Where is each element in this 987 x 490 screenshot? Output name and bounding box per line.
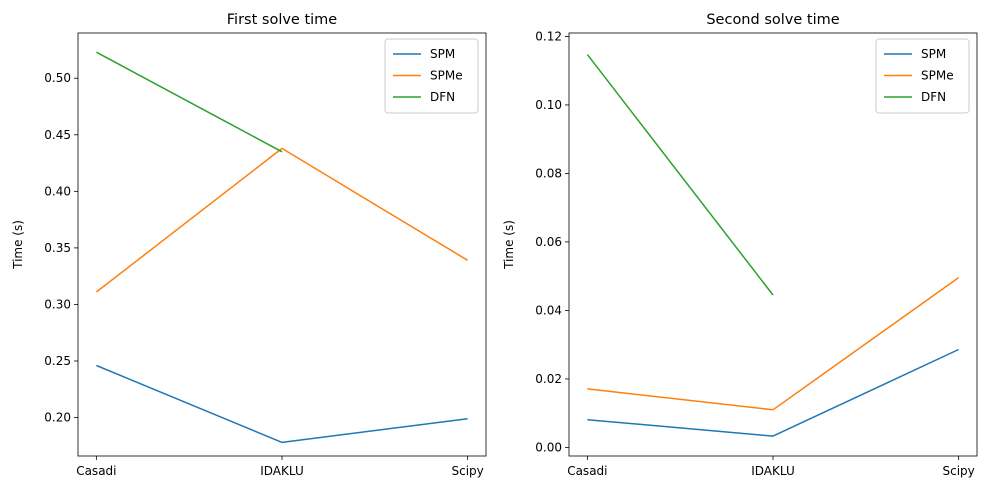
y-tick-label: 0.08 (535, 166, 562, 180)
chart-title: Second solve time (706, 12, 839, 28)
y-tick-label: 0.02 (535, 372, 562, 386)
y-tick-label: 0.35 (44, 241, 71, 255)
y-tick-label: 0.50 (44, 71, 71, 85)
chart-title: First solve time (227, 12, 338, 28)
y-tick-label: 0.30 (44, 297, 71, 311)
series-line-spm (587, 348, 959, 437)
chart-panel-2: Second solve time Time (s) 0.00 0.02 0.04 0.0… (502, 12, 978, 478)
y-tick-label: 0.10 (535, 98, 562, 112)
series-line-dfn (96, 51, 283, 153)
chart-panel-1: First solve time Time (s) 0.20 0.25 0.30 0.35… (11, 12, 487, 478)
y-tick-label: 0.40 (44, 184, 71, 198)
x-tick-label: Casadi (567, 464, 607, 478)
y-tick-label: 0.06 (535, 235, 562, 249)
y-tick-label: 0.12 (535, 29, 562, 43)
y-tick-label: 0.04 (535, 303, 562, 317)
legend: SPM SPMe DFN (875, 38, 970, 114)
legend-label-dfn: DFN (921, 90, 946, 104)
y-axis-label: Time (s) (502, 220, 516, 270)
legend-label-spme: SPMe (430, 69, 463, 83)
plot-frame (77, 32, 487, 457)
x-tick-label: Scipy (942, 464, 974, 478)
y-tick-label: 0.20 (44, 411, 71, 425)
y-tick-label: 0.45 (44, 128, 71, 142)
legend-label-spm: SPM (430, 47, 455, 61)
y-axis-label: Time (s) (11, 220, 25, 270)
series-line-spme (587, 276, 960, 411)
series-line-dfn (586, 54, 774, 296)
x-tick-label: IDAKLU (260, 464, 304, 478)
y-tick-label: 0.25 (44, 354, 71, 368)
plot-frame (568, 32, 978, 457)
x-tick-label: Scipy (451, 464, 483, 478)
legend-label-spme: SPMe (921, 69, 954, 83)
y-tick-label: 0.00 (535, 440, 562, 454)
x-tick-label: IDAKLU (751, 464, 795, 478)
legend-frame (384, 38, 479, 114)
series-line-spm (96, 364, 468, 444)
legend-label-dfn: DFN (430, 90, 455, 104)
series-line-spme (95, 147, 468, 293)
legend-label-spm: SPM (921, 47, 946, 61)
legend-frame (875, 38, 970, 114)
legend: SPM SPMe DFN (384, 38, 479, 114)
x-tick-label: Casadi (76, 464, 116, 478)
